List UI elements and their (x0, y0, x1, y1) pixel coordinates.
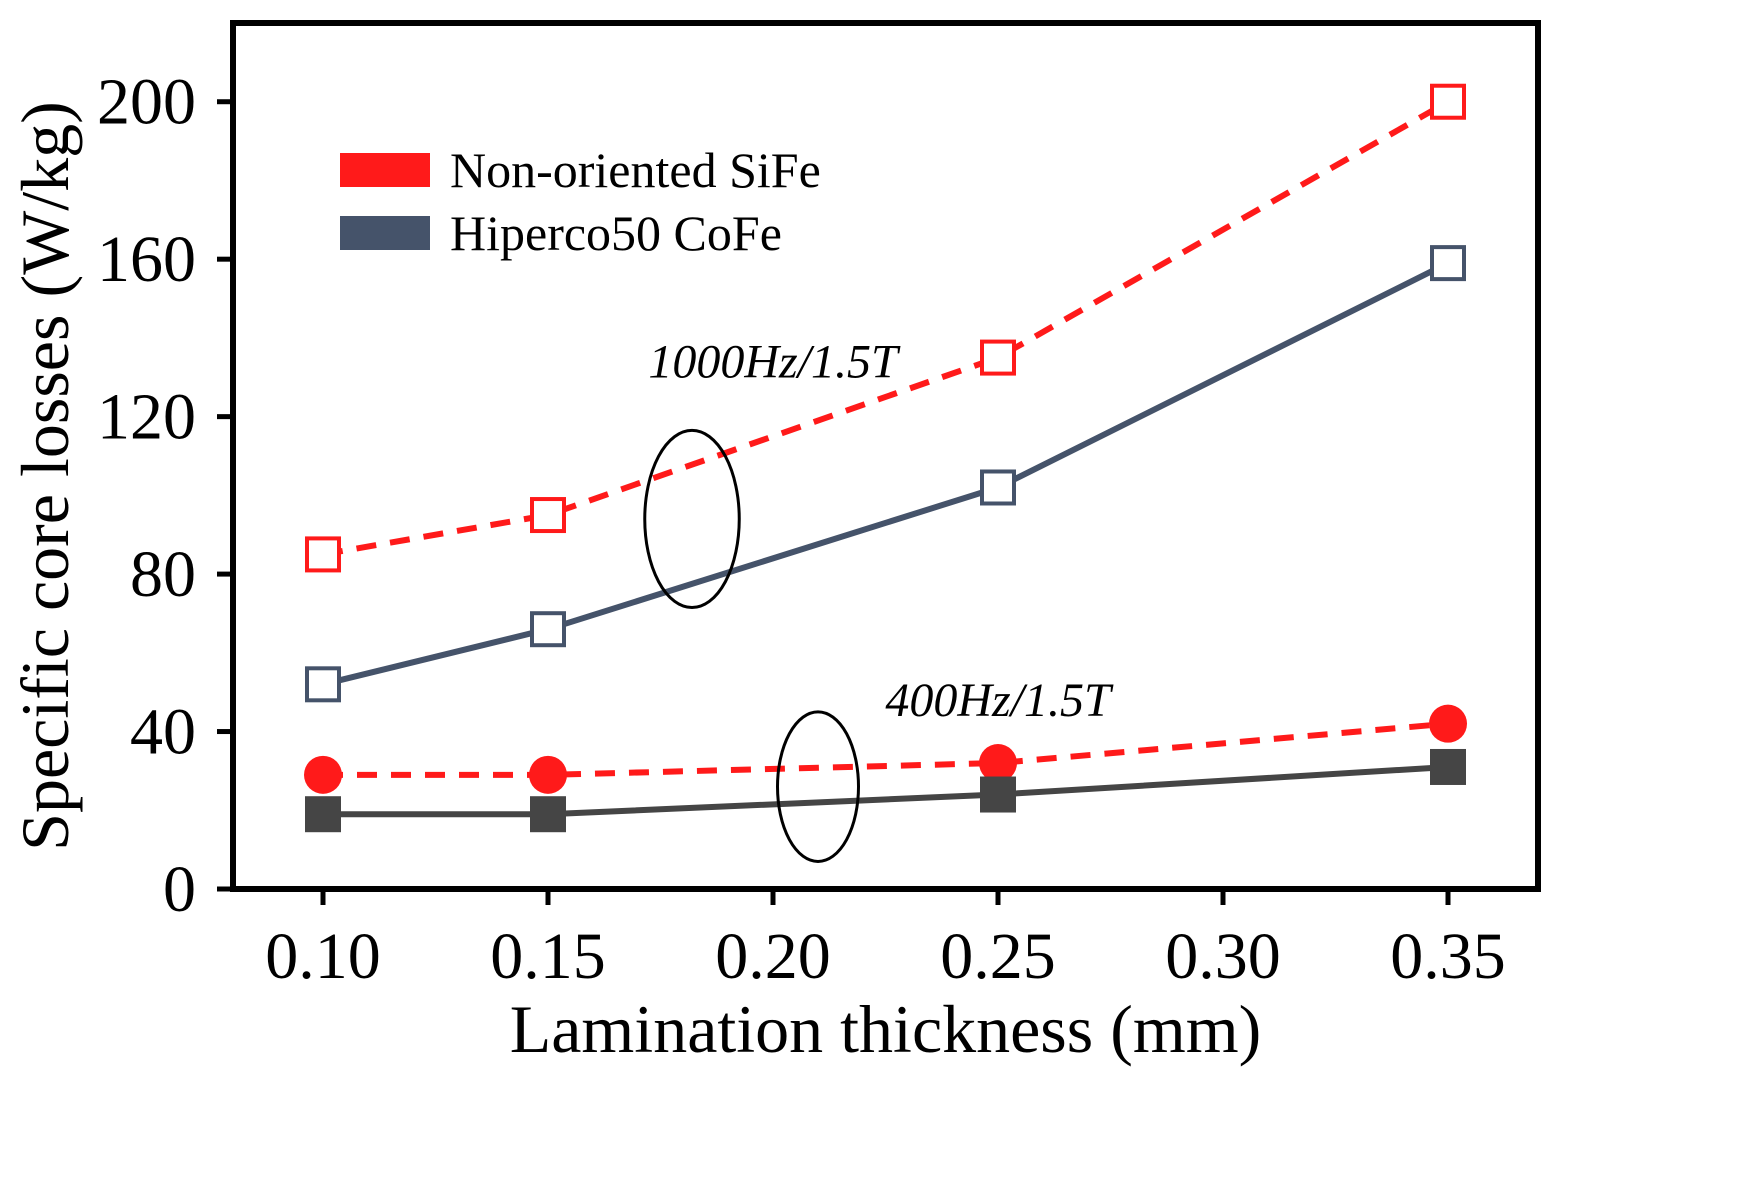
marker-s1-p1 (530, 611, 566, 648)
x-tick-label-5: 0.35 (1390, 920, 1506, 993)
y-tick-label-2: 80 (130, 538, 196, 611)
marker-s2-p3 (1429, 704, 1467, 743)
marker-s1-p0 (305, 666, 341, 703)
marker-s0-p2 (980, 339, 1016, 376)
series-line-2 (323, 720, 1449, 778)
x-tick-label-3: 0.25 (940, 920, 1056, 993)
marker-s1-p2 (980, 469, 1016, 506)
y-tick-label-4: 160 (97, 223, 196, 296)
y-axis-title: Specific core losses (W/kg) (7, 101, 83, 851)
legend-swatch-non-oriented-sife (340, 153, 430, 187)
x-tick-label-2: 0.20 (715, 920, 831, 993)
ticks-layer: 0.10 0.15 0.20 0.25 0.30 0.35 0 40 80 120 160 200 (97, 66, 1506, 993)
y-tick-label-0: 0 (163, 853, 196, 926)
marker-s1-p3 (1430, 245, 1466, 282)
marker-s0-p1 (530, 497, 566, 534)
legend-label-non-oriented-sife: Non-oriented SiFe (450, 142, 821, 198)
marks-layer (304, 83, 1467, 863)
marker-s2-p2 (979, 744, 1017, 783)
y-tick-label-5: 200 (97, 66, 196, 139)
group-ellipse-1 (776, 710, 860, 863)
marker-s2-p0 (304, 755, 342, 794)
annotation-1000hz: 1000Hz/1.5T (648, 335, 901, 388)
marker-s3-p2 (980, 776, 1016, 813)
group-ellipse-0 (643, 428, 741, 610)
legend-label-hiperco50-cofe: Hiperco50 CoFe (450, 205, 782, 261)
legend: Non-oriented SiFe Hiperco50 CoFe (340, 142, 821, 261)
legend-swatch-hiperco50-cofe (340, 216, 430, 250)
x-tick-label-1: 0.15 (490, 920, 606, 993)
marker-s2-p1 (529, 755, 567, 794)
x-tick-label-4: 0.30 (1165, 920, 1281, 993)
marker-s3-p1 (530, 796, 566, 833)
marker-s3-p3 (1430, 748, 1466, 785)
annotation-400hz: 400Hz/1.5T (885, 674, 1114, 727)
x-axis-title: Lamination thickness (mm) (510, 991, 1262, 1067)
series-line-0 (322, 99, 1450, 558)
marker-s3-p0 (305, 796, 341, 833)
y-tick-label-1: 40 (130, 696, 196, 769)
plot-frame (230, 20, 1541, 892)
y-tick-label-3: 120 (97, 381, 196, 454)
series-line-3 (323, 763, 1449, 818)
x-tick-label-0: 0.10 (265, 920, 381, 993)
series-line-1 (322, 260, 1450, 688)
marker-s0-p3 (1430, 83, 1466, 120)
marker-s0-p0 (305, 536, 341, 573)
